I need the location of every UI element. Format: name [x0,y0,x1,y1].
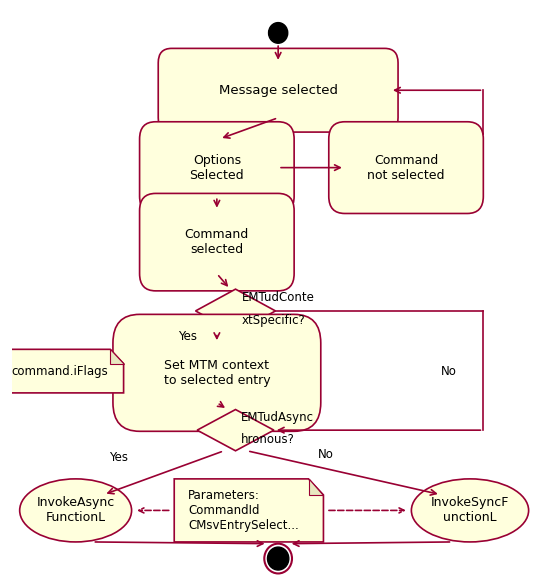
Ellipse shape [20,479,132,542]
Polygon shape [308,479,323,495]
Text: Yes: Yes [178,330,197,343]
FancyBboxPatch shape [140,122,294,214]
Text: hronous?: hronous? [241,433,295,446]
Circle shape [268,547,289,570]
Text: Parameters:
CommandId
CMsvEntrySelect...: Parameters: CommandId CMsvEntrySelect... [188,489,299,532]
Polygon shape [7,349,123,393]
Polygon shape [174,479,323,542]
Text: EMTudConte: EMTudConte [241,291,314,304]
Text: No: No [318,448,334,461]
FancyBboxPatch shape [329,122,483,214]
Text: command.iFlags: command.iFlags [11,365,108,378]
Text: Options
Selected: Options Selected [189,154,244,181]
Text: No: No [441,365,456,378]
Polygon shape [197,410,274,451]
FancyBboxPatch shape [113,314,321,431]
Text: Command
selected: Command selected [185,228,249,256]
Text: EMTudAsync: EMTudAsync [241,411,314,424]
FancyBboxPatch shape [158,48,398,132]
Polygon shape [110,349,123,363]
FancyBboxPatch shape [140,194,294,291]
Text: Command
not selected: Command not selected [367,154,445,181]
Text: InvokeSyncF
unctionL: InvokeSyncF unctionL [431,497,509,524]
Circle shape [269,22,288,43]
Text: Yes: Yes [109,450,128,464]
Circle shape [264,544,292,574]
Polygon shape [195,289,276,333]
Text: Set MTM context
to selected entry: Set MTM context to selected entry [164,359,270,387]
Text: Message selected: Message selected [218,84,337,97]
Text: InvokeAsync
FunctionL: InvokeAsync FunctionL [37,497,115,524]
Text: xtSpecific?: xtSpecific? [241,314,305,327]
Ellipse shape [411,479,529,542]
